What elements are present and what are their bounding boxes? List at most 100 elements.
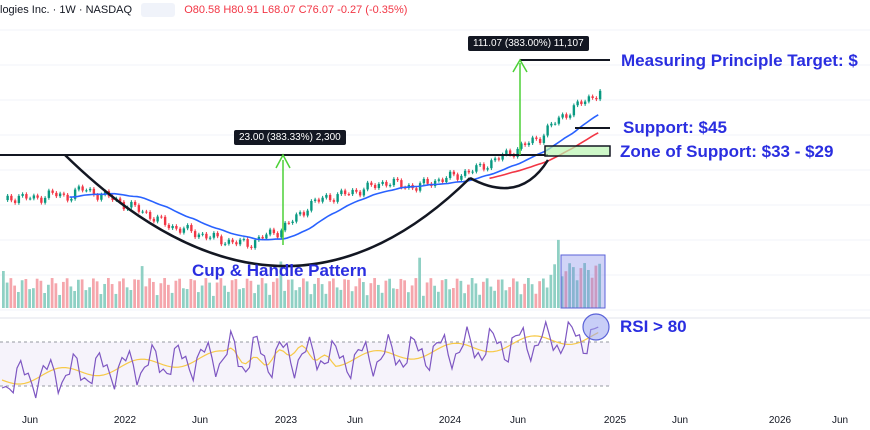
level-lines — [0, 59, 611, 157]
volume-bar — [350, 291, 354, 308]
volume-bar — [268, 294, 271, 308]
volume-bar — [95, 281, 99, 308]
volume-bar — [564, 271, 568, 308]
candle-body — [178, 228, 182, 233]
candle-body — [306, 210, 309, 216]
volume-bar — [594, 265, 598, 308]
volume-bar — [294, 290, 298, 308]
open-value: O80.58 — [184, 3, 221, 16]
volume-bar — [519, 294, 523, 308]
volume-bar — [13, 285, 16, 308]
candle-body — [268, 229, 272, 235]
volume-bar — [9, 278, 13, 308]
volume-bar — [279, 261, 283, 308]
rsi-highlight-circle — [582, 313, 610, 341]
candle-body — [47, 190, 51, 198]
volume-bar — [575, 280, 579, 308]
volume-bar — [489, 286, 493, 308]
cup-curve — [64, 154, 471, 268]
volume-bar — [253, 293, 256, 308]
volume-bar — [309, 294, 313, 308]
volume-bar — [504, 290, 508, 308]
candle-body — [227, 239, 231, 244]
volume-bar — [208, 282, 211, 308]
candle-body — [583, 101, 587, 105]
candle-body — [85, 190, 88, 192]
candle-body — [392, 178, 396, 186]
candle-body — [557, 117, 561, 124]
volume-bar — [324, 293, 328, 308]
volume-bar — [422, 295, 425, 308]
volume-bar — [459, 280, 463, 308]
rsi-ma-line — [1, 332, 599, 385]
candle-body — [10, 195, 13, 201]
low-value: L68.07 — [261, 3, 296, 16]
volume-bar — [140, 266, 144, 308]
candle-body — [377, 183, 381, 189]
volume-bar — [148, 278, 151, 308]
volume-bar — [219, 278, 223, 308]
measure-label-cup: 23.00 (383.33%) 2,300 — [234, 130, 346, 145]
volume-bar — [587, 269, 590, 308]
candle-body — [448, 171, 452, 178]
volume-bar — [320, 284, 324, 308]
candle-body — [385, 181, 388, 186]
candle-body — [212, 232, 216, 238]
volume-bar — [20, 280, 24, 308]
volume-bar — [538, 281, 541, 308]
volume-bar — [137, 279, 140, 308]
volume-bar — [425, 282, 429, 308]
interval: 1W — [59, 3, 76, 16]
candle-body — [28, 198, 32, 200]
moving-averages — [69, 114, 599, 241]
candle-body — [182, 228, 186, 233]
volume-bar — [35, 278, 39, 308]
x-tick-label: 2023 — [274, 415, 298, 426]
status-dot-icon — [141, 3, 176, 17]
volume-bar — [290, 279, 294, 308]
volume-bar — [474, 283, 478, 308]
candle-body — [310, 200, 313, 211]
volume-bar — [69, 286, 73, 308]
candle-body — [535, 137, 538, 139]
volume-bar — [43, 293, 46, 308]
candle-body — [550, 123, 553, 126]
candle-body — [220, 236, 223, 245]
x-tick-label: Jun — [346, 415, 364, 426]
volume-bar — [362, 282, 365, 308]
candle-body — [96, 194, 99, 200]
volume-bar — [527, 278, 530, 308]
candle-body — [460, 175, 463, 180]
candle-body — [62, 193, 66, 195]
candle-body — [355, 189, 358, 192]
volume-bar — [163, 278, 166, 308]
volume-bar — [403, 280, 406, 308]
candle-body — [490, 160, 493, 169]
volume-bar — [414, 278, 418, 308]
zone-support-label: Zone of Support: $33 - $29 — [620, 142, 834, 161]
candle-body — [77, 186, 81, 190]
candle-body — [287, 222, 291, 224]
candle-body — [437, 179, 441, 181]
candle-body — [160, 216, 163, 218]
volume-bar — [223, 285, 226, 308]
volume-bar — [429, 278, 433, 308]
volume-bar — [122, 278, 125, 308]
volume-bar — [133, 279, 136, 308]
volume-bar — [440, 280, 444, 308]
volume-bar — [470, 278, 474, 308]
candle-body — [205, 233, 208, 239]
candle-body — [25, 194, 28, 199]
volume-bar — [377, 284, 380, 308]
measuring-target-label: Measuring Principle Target: $ — [621, 51, 858, 70]
volume-bar — [47, 284, 50, 308]
candle-body — [340, 190, 343, 195]
rsi-label: RSI > 80 — [620, 317, 687, 336]
candle-body — [137, 205, 141, 212]
candle-body — [17, 195, 21, 203]
rsi-panel — [0, 313, 870, 399]
candle-body — [103, 191, 107, 195]
x-tick-label: 2024 — [438, 415, 462, 426]
candle-body — [332, 200, 336, 202]
candle-body — [261, 236, 264, 239]
